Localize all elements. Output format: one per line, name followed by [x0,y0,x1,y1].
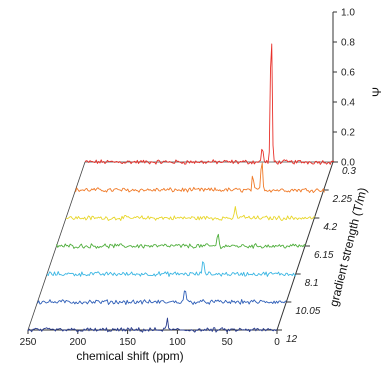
z-tick-label: 12 [286,334,298,345]
trace-gradient-4_2 [65,206,316,222]
y-axis-title: Ψ [370,87,384,97]
y-tick-label: 0.6 [341,68,355,79]
chart-labels: 250 200 150 100 50 0 0.0 0.2 0.4 0.6 0.8 1.0 0.3 2.25… [20,8,384,364]
y-tick-label: 0.8 [341,38,355,49]
trace-gradient-2_25 [75,162,325,193]
trace-gradient-10_05 [37,290,287,306]
z-tick-label: 8.1 [305,278,319,289]
x-tick-label: 0 [274,337,280,348]
chart-axes [27,11,338,334]
x-tick-label: 200 [69,337,86,348]
trace-gradient-12 [27,317,278,333]
z-tick-label: 4.2 [323,222,337,233]
x-axis-title: chemical shift (ppm) [76,349,183,363]
y-tick-label: 0.4 [341,98,355,109]
x-tick-label: 250 [20,337,37,348]
trace-gradient-8_1 [46,261,297,277]
x-tick-label: 50 [222,337,234,348]
z-tick-label: 10.05 [295,306,320,317]
trace-gradient-6_15 [56,233,306,250]
y-tick-label: 0.0 [341,158,355,169]
chart-traces [27,43,335,333]
z-tick-label: 6.15 [314,250,334,261]
x-tick-label: 150 [119,337,136,348]
y-tick-label: 1.0 [341,8,355,19]
x-tick-label: 100 [169,337,186,348]
z-tick-label: 0.3 [342,166,356,177]
y-tick-label: 0.2 [341,128,355,139]
trace-gradient-0_3 [84,43,335,165]
z-tick-label: 2.25 [332,194,353,205]
left-baseline [27,161,86,331]
